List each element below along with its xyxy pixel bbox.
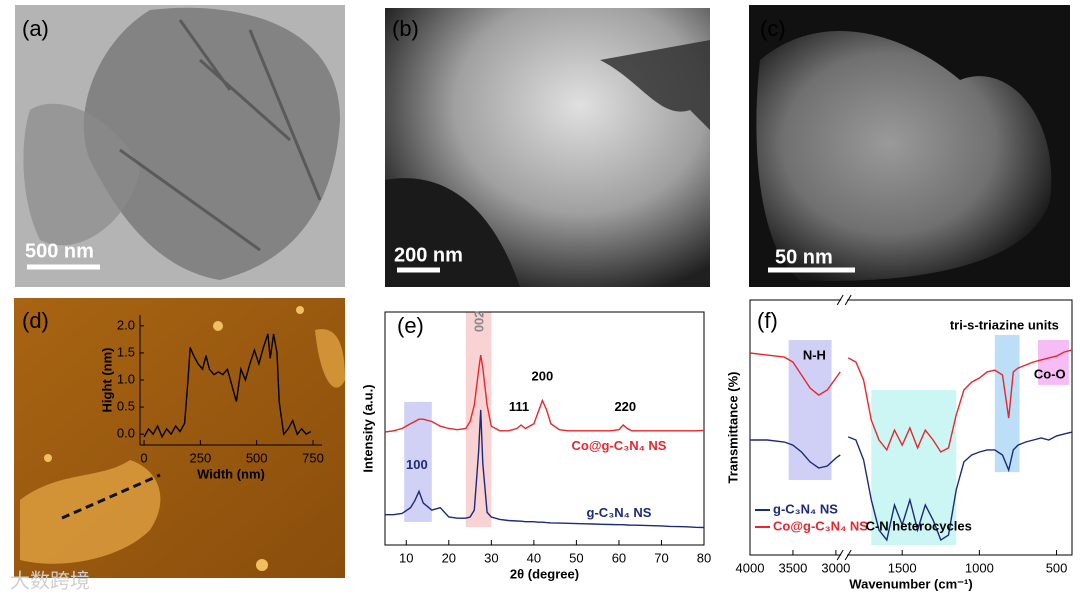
- axis-break-gap: [841, 297, 848, 303]
- x-tick-label: 1000: [965, 560, 994, 575]
- annotation: 220: [614, 399, 636, 414]
- legend-label: g-C₃N₄ NS: [587, 505, 652, 520]
- x-tick-label: 60: [612, 550, 626, 565]
- x-tick-label: 250: [190, 450, 212, 465]
- panel-label: (f): [757, 308, 778, 333]
- y-axis-label: Hight (nm): [99, 348, 114, 413]
- panel-label: (a): [22, 16, 49, 41]
- panel-label: (b): [392, 16, 419, 41]
- highlight-band: [788, 340, 832, 481]
- x-tick-label: 4000: [736, 560, 765, 575]
- y-tick-label: 1.5: [117, 344, 135, 359]
- stem-image: [749, 5, 1070, 287]
- x-axis-label: Width (nm): [197, 466, 265, 481]
- x-tick-label: 30: [484, 550, 498, 565]
- annotation: 100: [406, 457, 428, 472]
- scale-bar-label: 200 nm: [394, 244, 463, 266]
- axis-break-mark: [836, 549, 852, 561]
- x-tick-label: 40: [527, 550, 541, 565]
- y-tick-label: 0.0: [117, 426, 135, 441]
- watermark: 大数跨境: [10, 569, 90, 592]
- annotation: N-H: [803, 348, 826, 363]
- panel-label: (d): [22, 308, 49, 333]
- y-axis-label: Transmittance (%): [725, 372, 740, 484]
- x-tick-label: 500: [246, 450, 268, 465]
- x-axis-label: Wavenumber (cm⁻¹): [849, 576, 972, 591]
- series-line: [750, 431, 1073, 542]
- highlight-band: [404, 401, 432, 522]
- panel-label: (c): [760, 16, 786, 41]
- x-axis-label: 2θ (degree): [510, 566, 579, 581]
- annotation: 111: [509, 399, 529, 414]
- x-tick-label: 0: [140, 450, 147, 465]
- annotation: tri-s-triazine units: [950, 317, 1059, 332]
- highlight-band: [1038, 340, 1069, 385]
- annotation: 200: [532, 369, 554, 384]
- scale-bar-label: 500 nm: [25, 240, 94, 262]
- scale-bar-label: 50 nm: [775, 246, 833, 268]
- x-tick-label: 750: [302, 450, 324, 465]
- plot-frame: [749, 299, 1073, 556]
- x-tick-label: 70: [654, 550, 668, 565]
- tem-image: [15, 5, 345, 287]
- axis-break-gap: [841, 552, 848, 558]
- axis-break-mark: [836, 294, 852, 306]
- plot-frame: [384, 311, 705, 546]
- annotation: Co-O: [1034, 366, 1066, 381]
- x-tick-label: 10: [399, 550, 413, 565]
- legend-label: Co@g-C₃N₄ NS: [572, 438, 667, 453]
- x-tick-label: 3000: [821, 560, 850, 575]
- legend-label: Co@g-C₃N₄ NS: [773, 518, 868, 533]
- x-tick-label: 80: [697, 550, 711, 565]
- series-line: [749, 349, 1073, 453]
- legend-label: g-C₃N₄ NS: [773, 501, 838, 516]
- highlight-band: [871, 390, 957, 546]
- y-tick-label: 0.5: [117, 399, 135, 414]
- x-tick-label: 1500: [888, 560, 917, 575]
- series-line: [385, 409, 705, 529]
- highlight-band: [465, 312, 492, 528]
- x-tick-label: 500: [1046, 560, 1068, 575]
- sem-image: [385, 8, 710, 287]
- panel-label: (e): [397, 313, 424, 338]
- annotation: C-N heterocycles: [866, 518, 972, 533]
- series-line: [384, 354, 705, 433]
- annotation: 002: [472, 310, 487, 332]
- y-tick-label: 1.0: [117, 371, 135, 386]
- y-tick-label: 2.0: [117, 317, 135, 332]
- afm-image: [14, 298, 345, 578]
- x-tick-label: 3500: [778, 560, 807, 575]
- x-tick-label: 20: [442, 550, 456, 565]
- x-tick-label: 50: [569, 550, 583, 565]
- series-line: [143, 333, 312, 439]
- y-axis-label: Intensity (a.u.): [360, 384, 375, 472]
